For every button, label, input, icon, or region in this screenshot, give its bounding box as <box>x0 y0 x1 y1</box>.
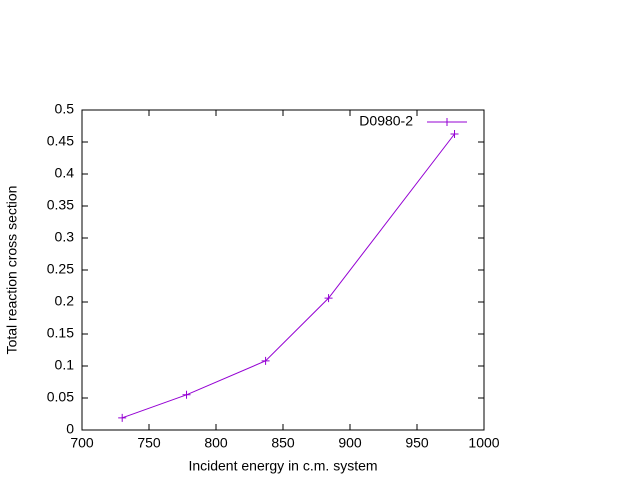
y-tick-label: 0.15 <box>47 325 74 341</box>
x-tick-label: 800 <box>204 435 228 451</box>
y-tick-label: 0.5 <box>55 101 75 117</box>
y-tick-label: 0.35 <box>47 197 74 213</box>
plot-frame <box>81 109 485 431</box>
y-tick-label: 0.1 <box>55 357 75 373</box>
y-axis-label: Total reaction cross section <box>4 186 20 355</box>
x-axis-label: Incident energy in c.m. system <box>188 458 377 474</box>
point <box>118 413 127 422</box>
point <box>261 356 270 365</box>
legend-marker <box>443 118 451 126</box>
x-tick-label: 1000 <box>468 435 499 451</box>
y-tick-label: 0.05 <box>47 389 74 405</box>
point <box>450 130 459 138</box>
y-tick-label: 0.4 <box>55 165 75 181</box>
y-tick-label: 0 <box>66 421 74 437</box>
point <box>182 390 191 399</box>
legend-label: D0980-2 <box>359 113 413 129</box>
x-tick-label: 950 <box>405 435 429 451</box>
y-tick-label: 0.2 <box>55 293 75 309</box>
x-tick-label: 900 <box>338 435 362 451</box>
x-tick-label: 850 <box>271 435 295 451</box>
y-tick-label: 0.45 <box>47 133 74 149</box>
y-tick-label: 0.3 <box>55 229 75 245</box>
point <box>324 294 333 303</box>
series-line <box>122 133 455 419</box>
x-tick-label: 750 <box>137 435 161 451</box>
y-tick-label: 0.25 <box>47 261 74 277</box>
x-tick-label: 700 <box>70 435 94 451</box>
